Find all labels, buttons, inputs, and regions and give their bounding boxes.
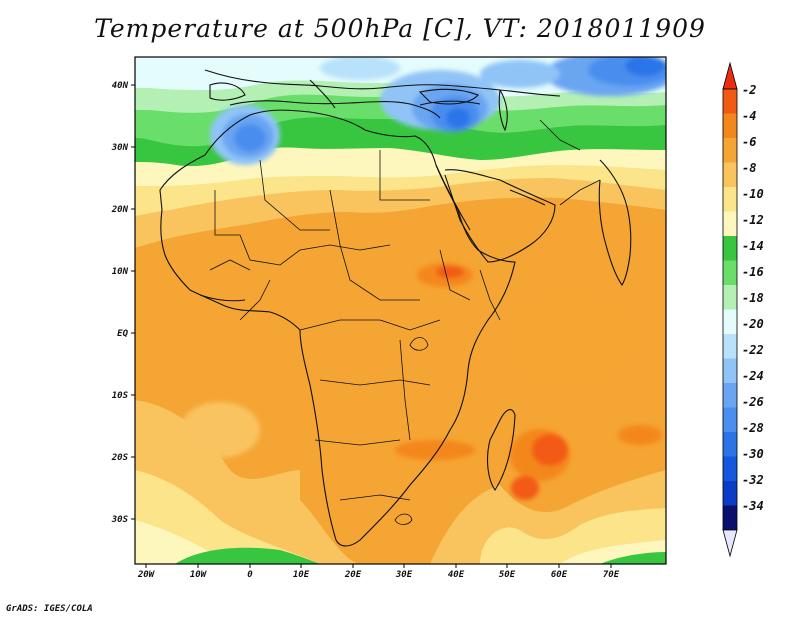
india [598, 159, 632, 287]
caspian [498, 89, 508, 132]
x-tick-label: 70E [603, 570, 620, 580]
colorbar-segment [723, 113, 737, 139]
y-tick-label: 40N [112, 81, 129, 91]
colorbar-segment [723, 285, 737, 310]
colorbar-segment [723, 407, 737, 433]
x-axis [145, 564, 612, 568]
colorbar-label: -18 [742, 291, 764, 305]
colorbar-label: -30 [742, 447, 764, 461]
colorbar-segment [723, 505, 737, 531]
x-tick-label: 10E [293, 570, 310, 580]
chart-title: Temperature at 500hPa [C], VT: 201801190… [94, 14, 706, 43]
colorbar-segment [723, 260, 737, 286]
colorbar-segment [723, 162, 737, 188]
x-tick-labels: 20W 10W 0 10E 20E 30E 40E 50E 60E 70E [137, 570, 620, 580]
persian-gulf [509, 189, 546, 206]
colorbar-label: -26 [742, 395, 764, 409]
y-tick-label: 30S [111, 515, 129, 525]
y-tick-label: 20N [111, 205, 129, 215]
colorbar-label: -10 [742, 187, 764, 201]
colorbar-label: -14 [742, 239, 764, 253]
colorbar-segment [723, 432, 737, 457]
colorbar-segment [723, 138, 737, 163]
colorbar-label: -24 [742, 369, 764, 383]
x-tick-label: 0 [247, 570, 253, 580]
colorbar-label: -6 [742, 135, 756, 149]
iberia [209, 82, 246, 101]
colorbar-segment [723, 456, 737, 482]
mediterranean [229, 100, 441, 119]
colorbar-segment [723, 481, 737, 506]
colorbar-label: -12 [742, 213, 764, 227]
africa-coast [159, 109, 516, 547]
colorbar: -2 -4 -6 -8 -10 -12 -14 -16 -18 -20 -22 … [722, 61, 764, 558]
band-minus14-south [175, 547, 320, 564]
colorbar-label: -8 [742, 161, 756, 175]
arabia [444, 169, 556, 263]
y-tick-label: EQ [117, 329, 128, 339]
country-borders [209, 119, 601, 525]
y-tick-label: 10S [112, 391, 129, 401]
x-tick-label: 20E [344, 570, 362, 580]
colorbar-segment [723, 236, 737, 261]
y-tick-label: 20S [111, 453, 129, 463]
colorbar-segment [723, 187, 737, 212]
warm-pools [180, 263, 662, 500]
coastlines [159, 69, 632, 547]
grads-credit: GrADS: IGES/COLA [6, 604, 93, 614]
colorbar-segment [723, 309, 737, 335]
colorbar-label: -20 [742, 317, 764, 331]
colorbar-segments [722, 88, 738, 531]
colorbar-label: -22 [742, 343, 764, 357]
colorbar-label: -2 [742, 83, 756, 97]
y-axis [131, 84, 135, 520]
y-tick-label: 10N [112, 267, 129, 277]
colorbar-segment [723, 334, 737, 359]
gulf-of-guinea [199, 294, 246, 302]
anatolia [419, 100, 481, 106]
red-sea [435, 164, 471, 231]
colorbar-top-arrow [722, 61, 738, 90]
colorbar-segment [723, 89, 737, 114]
colorbar-label: -4 [742, 109, 756, 123]
colorbar-label: -32 [742, 473, 764, 487]
italy [309, 79, 336, 109]
colorbar-label: -16 [742, 265, 764, 279]
colorbar-bottom-arrow [722, 529, 738, 558]
x-tick-label: 10W [190, 570, 208, 580]
x-tick-label: 60E [551, 570, 568, 580]
y-tick-label: 30N [111, 143, 129, 153]
y-tick-labels: 40N 30N 20N 10N EQ 10S 20S 30S [111, 81, 129, 525]
x-tick-label: 40E [448, 570, 465, 580]
colorbar-segment [723, 211, 737, 237]
x-tick-label: 20W [137, 570, 156, 580]
colorbar-label: -28 [742, 421, 764, 435]
madagascar [486, 409, 516, 491]
x-tick-label: 50E [499, 570, 516, 580]
temperature-field [135, 57, 666, 564]
colorbar-label: -34 [742, 499, 764, 513]
colorbar-labels: -2 -4 -6 -8 -10 -12 -14 -16 -18 -20 -22 … [742, 83, 764, 513]
colorbar-segment [723, 383, 737, 408]
cold-pools [210, 57, 666, 165]
colorbar-segment [723, 358, 737, 384]
black-sea [418, 88, 479, 105]
x-tick-label: 30E [395, 570, 413, 580]
map-frame [134, 56, 667, 565]
band-minus14-south2 [600, 552, 666, 564]
